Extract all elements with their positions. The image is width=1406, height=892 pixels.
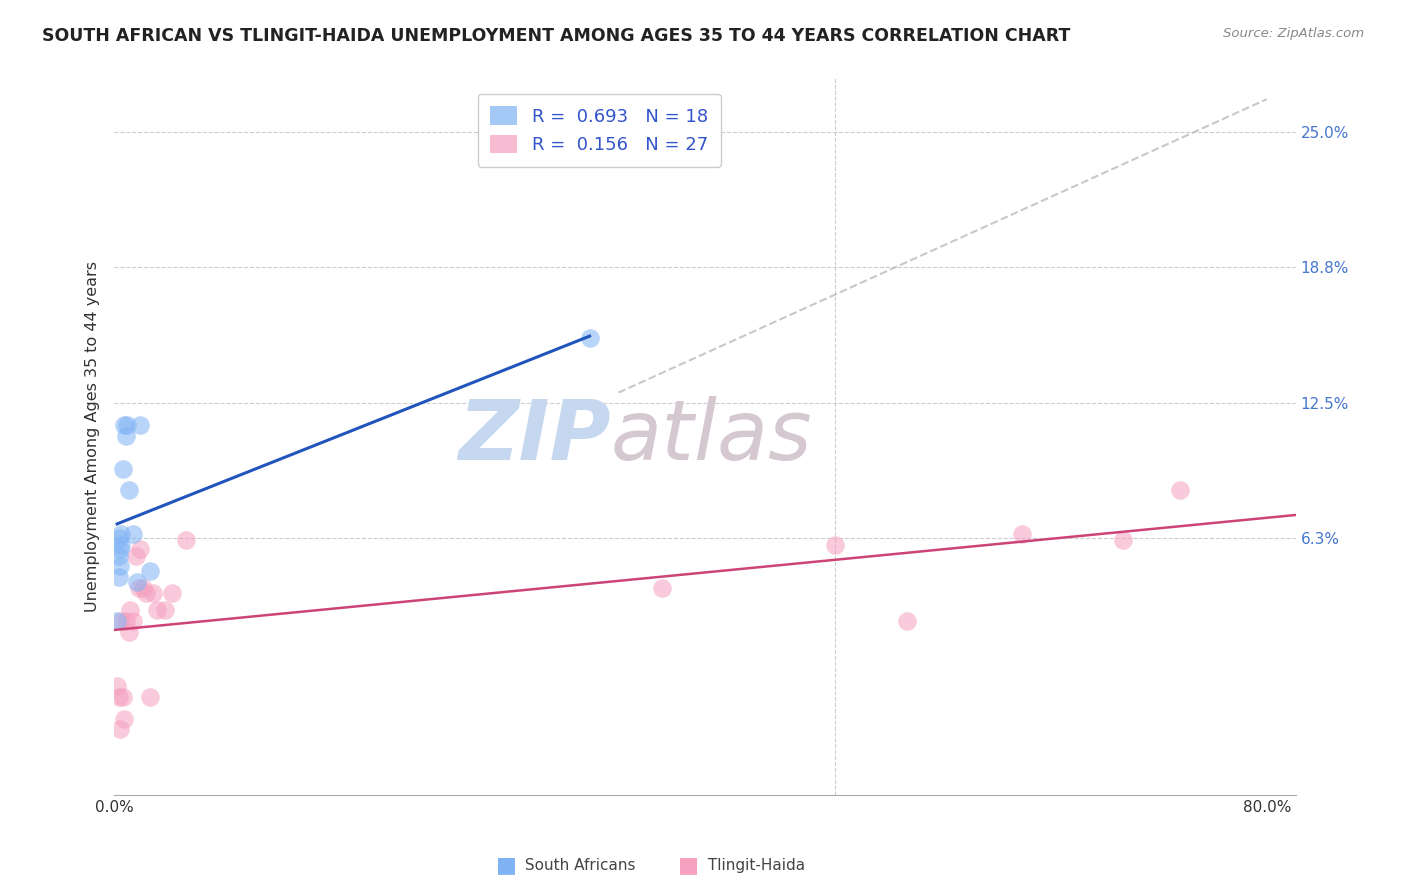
- Point: [125, 549, 148, 563]
- Point: [114, 614, 136, 628]
- Point: [142, 585, 165, 599]
- Text: atlas: atlas: [610, 395, 813, 476]
- Point: [110, 614, 132, 628]
- Point: [127, 574, 149, 589]
- Text: South Africans: South Africans: [520, 858, 636, 872]
- Point: [111, 461, 134, 475]
- Point: [107, 570, 129, 584]
- Point: [139, 690, 162, 704]
- Point: [115, 418, 138, 433]
- Point: [108, 559, 131, 574]
- Point: [651, 581, 673, 595]
- Point: [110, 527, 132, 541]
- Point: [1112, 533, 1135, 548]
- Point: [105, 614, 128, 628]
- Point: [108, 723, 131, 737]
- Point: [129, 542, 152, 557]
- Point: [139, 564, 162, 578]
- Point: [107, 690, 129, 704]
- Text: Tlingit-Haida: Tlingit-Haida: [703, 858, 806, 872]
- Point: [122, 614, 145, 628]
- Point: [110, 538, 132, 552]
- Text: SOUTH AFRICAN VS TLINGIT-HAIDA UNEMPLOYMENT AMONG AGES 35 TO 44 YEARS CORRELATIO: SOUTH AFRICAN VS TLINGIT-HAIDA UNEMPLOYM…: [42, 27, 1070, 45]
- Point: [114, 429, 136, 443]
- Point: [105, 679, 128, 693]
- Point: [896, 614, 918, 628]
- Point: [146, 603, 169, 617]
- Point: [132, 581, 155, 595]
- Point: [1168, 483, 1191, 498]
- Point: [824, 538, 846, 552]
- Point: [118, 603, 141, 617]
- Point: [129, 418, 152, 433]
- Point: [107, 531, 129, 545]
- Point: [160, 585, 183, 599]
- Point: [108, 542, 131, 557]
- Legend: R =  0.693   N = 18, R =  0.156   N = 27: R = 0.693 N = 18, R = 0.156 N = 27: [478, 94, 721, 167]
- Point: [174, 533, 197, 548]
- Point: [117, 483, 139, 498]
- Point: [135, 585, 157, 599]
- Text: ■: ■: [679, 855, 699, 875]
- Point: [578, 331, 600, 345]
- Point: [112, 712, 135, 726]
- Point: [128, 581, 150, 595]
- Point: [107, 549, 129, 563]
- Point: [111, 690, 134, 704]
- Point: [117, 624, 139, 639]
- Point: [153, 603, 176, 617]
- Point: [112, 418, 135, 433]
- Text: ■: ■: [496, 855, 516, 875]
- Point: [122, 527, 145, 541]
- Point: [1011, 527, 1033, 541]
- Text: ZIP: ZIP: [458, 395, 610, 476]
- Y-axis label: Unemployment Among Ages 35 to 44 years: Unemployment Among Ages 35 to 44 years: [86, 260, 100, 612]
- Text: Source: ZipAtlas.com: Source: ZipAtlas.com: [1223, 27, 1364, 40]
